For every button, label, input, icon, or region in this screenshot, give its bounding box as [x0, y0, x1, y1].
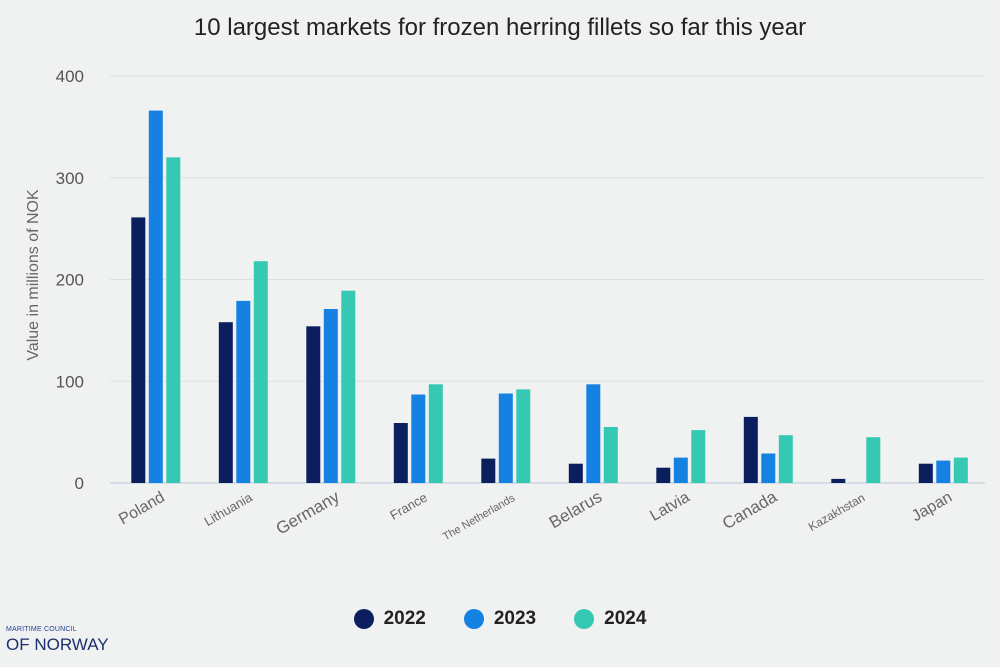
bar-belarus-2024 — [603, 427, 618, 483]
bars — [131, 110, 968, 483]
x-tick-label: Latvia — [647, 489, 693, 525]
bar-japan-2024 — [953, 457, 968, 483]
bar-lithuania-2023 — [236, 300, 251, 483]
brand-line-2: OF NORWAY — [6, 635, 109, 654]
x-tick-label: The Netherlands — [441, 492, 518, 543]
bar-poland-2023 — [148, 110, 163, 483]
bar-france-2024 — [428, 384, 443, 483]
legend: 2022 2023 2024 — [0, 608, 1000, 630]
y-tick-label: 400 — [56, 67, 84, 86]
x-tick-label: Kazakhstan — [806, 490, 867, 533]
x-tick-label: Germany — [273, 487, 343, 539]
bar-the-netherlands-2023 — [498, 393, 513, 483]
x-axis-labels: Poland Lithuania Germany France The Netherla… — [116, 487, 955, 544]
legend-label: 2022 — [383, 608, 426, 629]
y-tick-label: 100 — [56, 372, 84, 391]
legend-label: 2024 — [604, 608, 647, 629]
bar-canada-2024 — [778, 435, 793, 483]
y-tick-label: 200 — [56, 271, 84, 290]
bar-france-2022 — [393, 423, 408, 483]
x-tick-label: Lithuania — [202, 489, 256, 529]
legend-swatch — [463, 609, 484, 629]
x-tick-label: Poland — [116, 489, 168, 529]
bar-latvia-2024 — [691, 430, 706, 483]
bar-france-2023 — [411, 394, 426, 483]
bar-belarus-2023 — [586, 384, 601, 483]
bar-poland-2024 — [166, 157, 181, 483]
bar-japan-2022 — [918, 463, 933, 483]
legend-item-2022[interactable]: 2022 — [353, 608, 426, 630]
bar-japan-2023 — [936, 460, 951, 483]
bar-lithuania-2022 — [218, 322, 233, 483]
bar-canada-2022 — [743, 416, 758, 483]
bar-kazakhstan-2022 — [831, 478, 846, 483]
bar-canada-2023 — [761, 453, 776, 483]
bar-germany-2022 — [306, 326, 321, 483]
bar-lithuania-2024 — [253, 261, 268, 483]
bar-germany-2023 — [323, 309, 338, 483]
legend-item-2023[interactable]: 2023 — [463, 608, 537, 630]
x-tick-label: Belarus — [546, 487, 605, 532]
legend-label: 2023 — [493, 608, 537, 629]
brand-logo: MARITIME COUNCIL OF NORWAY — [6, 626, 109, 655]
brand-line-1: MARITIME COUNCIL — [6, 626, 77, 633]
legend-swatch — [353, 609, 374, 629]
bar-latvia-2023 — [673, 457, 688, 483]
x-tick-label: Canada — [719, 487, 781, 534]
chart-title: 10 largest markets for frozen herring fi… — [193, 14, 807, 41]
y-tick-label: 300 — [56, 169, 84, 188]
legend-swatch — [574, 609, 595, 629]
bar-latvia-2022 — [656, 467, 671, 483]
bar-kazakhstan-2024 — [866, 437, 881, 483]
bar-poland-2022 — [131, 217, 146, 483]
x-tick-label: France — [387, 490, 430, 523]
legend-item-2024[interactable]: 2024 — [574, 608, 646, 630]
bar-the-netherlands-2024 — [516, 389, 531, 483]
y-tick-label: 0 — [75, 474, 84, 493]
y-axis-title: Value in millions of NOK — [25, 189, 42, 361]
bar-belarus-2022 — [568, 463, 583, 483]
y-axis-ticks: 0 100 200 300 400 — [56, 67, 84, 493]
bar-germany-2024 — [341, 290, 356, 483]
bar-the-netherlands-2022 — [481, 458, 496, 483]
x-tick-label: Japan — [909, 489, 955, 526]
